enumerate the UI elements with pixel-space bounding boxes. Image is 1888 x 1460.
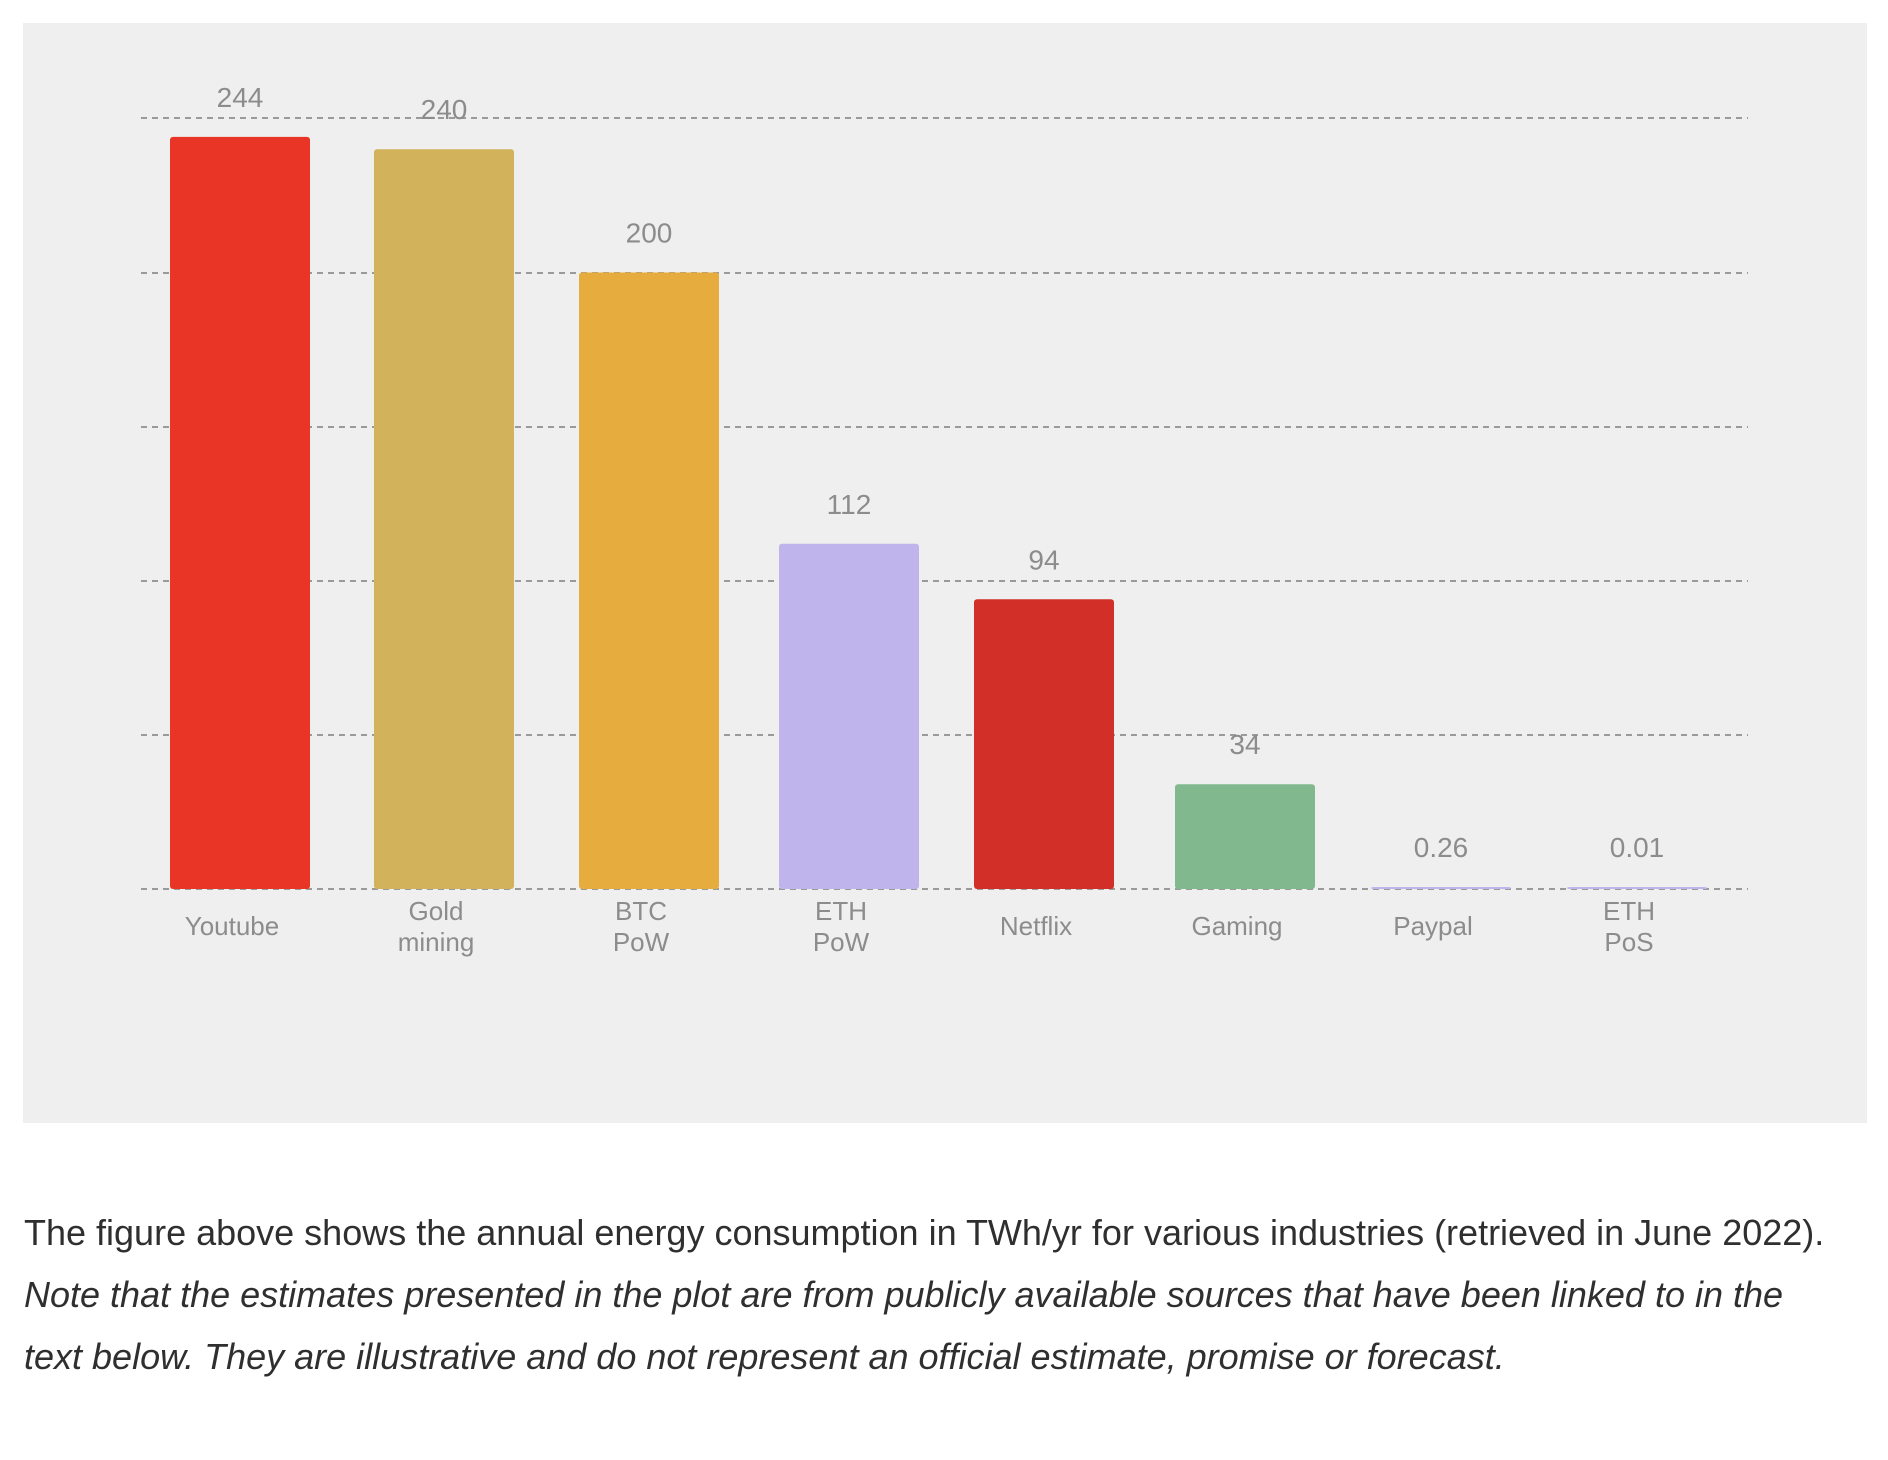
bar-eth-pow	[779, 543, 919, 889]
bar-gold-mining	[374, 149, 514, 889]
category-label-line: PoW	[613, 927, 670, 957]
value-label: 0.26	[1414, 832, 1469, 863]
bar-paypal	[1371, 887, 1511, 889]
category-label: ETH PoW	[813, 896, 870, 957]
category-label-line: BTC	[615, 896, 667, 926]
bar-gaming	[1175, 784, 1315, 889]
bar-eth-pos	[1567, 887, 1707, 889]
value-label: 94	[1028, 544, 1059, 575]
category-label: Paypal	[1393, 911, 1473, 941]
category-label: Gold mining	[398, 896, 475, 957]
bar-netflix	[974, 599, 1114, 889]
chart-panel: 244 Youtube 240 Gold mining 200 BTC PoW 112 ETH Po…	[23, 23, 1867, 1123]
caption-italic-note: Note that the estimates presented in the…	[24, 1274, 1784, 1377]
category-label-line: mining	[398, 927, 475, 957]
category-label-line: PoS	[1604, 927, 1653, 957]
category-label: BTC PoW	[613, 896, 670, 957]
value-label: 0.01	[1610, 832, 1665, 863]
value-label: 200	[626, 218, 673, 249]
value-label: 244	[217, 82, 264, 113]
bar-btc-pow	[579, 272, 719, 889]
value-label: 240	[421, 94, 468, 125]
bar-youtube	[170, 136, 310, 889]
value-label: 112	[827, 489, 872, 520]
category-label: Netflix	[1000, 911, 1072, 941]
category-label-line: PoW	[813, 927, 870, 957]
category-label: Youtube	[185, 911, 279, 941]
category-label: ETH PoS	[1603, 896, 1655, 957]
category-label-line: ETH	[1603, 896, 1655, 926]
figure-caption: The figure above shows the annual energy…	[24, 1202, 1844, 1388]
caption-plain-text: The figure above shows the annual energy…	[24, 1212, 1825, 1253]
category-label: Gaming	[1191, 911, 1282, 941]
value-label: 34	[1229, 729, 1260, 760]
category-label-line: Gold	[409, 896, 464, 926]
category-label-line: ETH	[815, 896, 867, 926]
